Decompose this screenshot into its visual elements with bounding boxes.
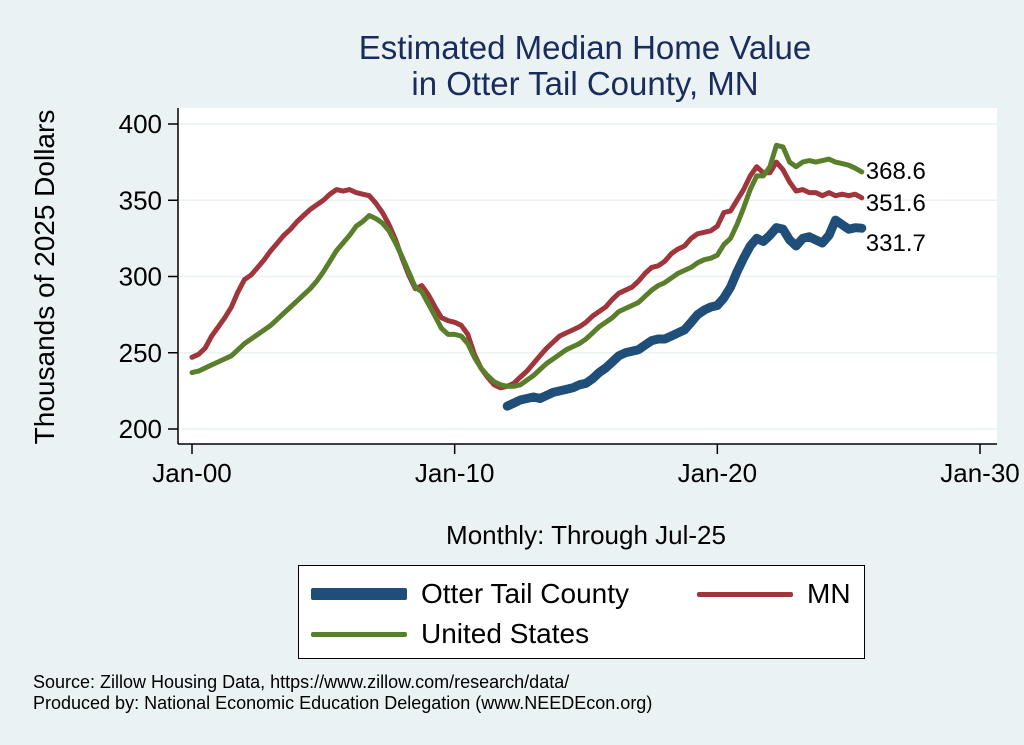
legend-swatch-otter-tail-county (311, 588, 407, 600)
y-axis-label: Thousands of 2025 Dollars (29, 109, 60, 445)
series-line-united-states (189, 142, 865, 389)
legend-item-otter-tail-county: Otter Tail County (311, 578, 629, 610)
legend: Otter Tail County MN United States (298, 565, 865, 659)
legend-item-mn: MN (697, 578, 851, 610)
y-tick-label: 200 (119, 414, 162, 444)
grid-lines (178, 123, 997, 430)
end-label-united-states: 368.6 (866, 158, 926, 185)
x-tick-label: Jan-00 (152, 458, 232, 488)
x-tick-label: Jan-10 (415, 458, 495, 488)
source-line: Source: Zillow Housing Data, https://www… (33, 672, 570, 692)
y-tick-label: 250 (119, 338, 162, 368)
x-axis-label: Monthly: Through Jul-25 (446, 520, 726, 550)
legend-label-otter-tail-county: Otter Tail County (421, 578, 630, 609)
chart-title-line-1: Estimated Median Home Value (358, 29, 812, 66)
x-tick-label: Jan-20 (678, 458, 758, 488)
legend-swatch-mn (697, 591, 793, 597)
axes: 200 250 300 350 400 Jan-00 Jan-10 Jan-20 Jan-30 (119, 108, 1020, 488)
x-tick-label: Jan-30 (940, 458, 1020, 488)
end-label-otter-tail-county: 331.7 (866, 230, 926, 257)
y-tick-label: 350 (119, 185, 162, 215)
legend-swatch-united-states (311, 631, 407, 637)
legend-label-mn: MN (807, 578, 851, 609)
chart-title-line-2: in Otter Tail County, MN (411, 65, 759, 102)
series-line-mn (189, 159, 865, 391)
source-note: Source: Zillow Housing Data, https://www… (33, 672, 652, 714)
end-labels: 331.7 351.6 368.6 (866, 158, 926, 257)
y-tick-label: 400 (119, 109, 162, 139)
chart-title: Estimated Median Home Value in Otter Tai… (0, 30, 1024, 102)
end-label-mn: 351.6 (866, 190, 926, 217)
legend-label-united-states: United States (421, 618, 590, 649)
series-line-otter-tail-county (502, 215, 867, 411)
producer-line: Produced by: National Economic Education… (33, 693, 653, 713)
y-tick-label: 300 (119, 262, 162, 292)
legend-item-united-states: United States (311, 618, 589, 650)
series-lines (189, 142, 867, 411)
